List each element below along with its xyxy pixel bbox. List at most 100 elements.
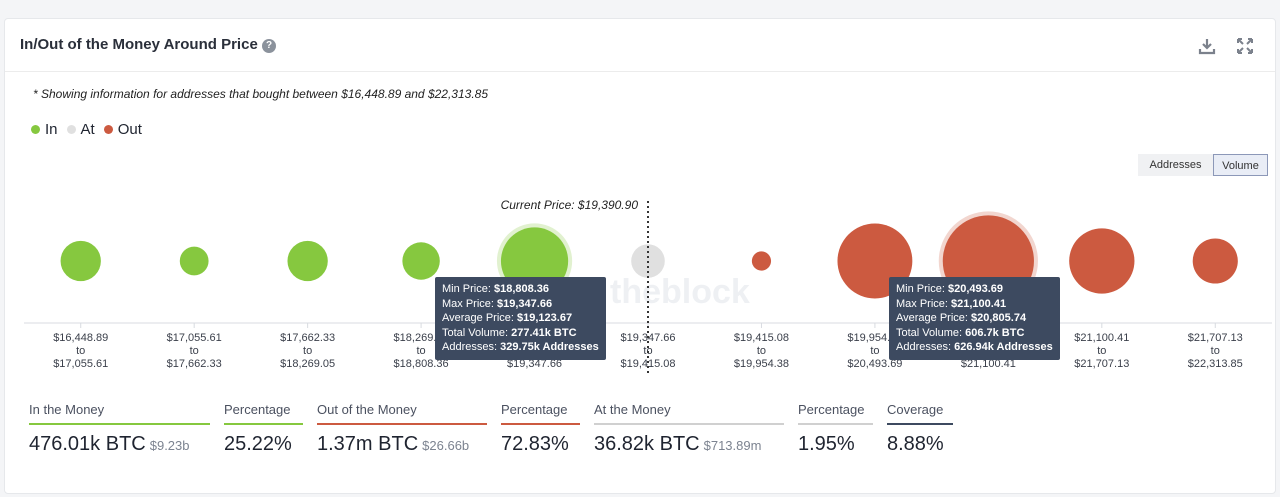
bubble-out[interactable]: [1192, 238, 1238, 284]
stat-label: Percentage: [224, 402, 303, 425]
tooltip-avg-row: Average Price: $20,805.74: [896, 311, 1053, 326]
stat-block: Out of the Money 1.37m BTC $26.66b: [317, 402, 487, 456]
stat-usd-value: $26.66b: [422, 438, 470, 453]
stat-value: 36.82k BTC $713.89m: [594, 433, 762, 455]
fullscreen-icon[interactable]: [1236, 37, 1254, 55]
tooltip-label: Addresses:: [442, 341, 501, 353]
x-tick-label: $19,954.38: [734, 358, 789, 370]
watermark-text: theblock: [610, 273, 750, 311]
card-header: In/Out of the Money Around Price ?: [5, 19, 1275, 72]
tooltip-value: 277.41k BTC: [511, 326, 577, 339]
stat-block: In the Money 476.01k BTC $9.23b: [29, 402, 210, 456]
tooltip-value: 329.75k Addresses: [500, 341, 599, 353]
tooltip-vol-row: Total Volume: 606.7k BTC: [896, 326, 1053, 341]
addresses-toggle-button[interactable]: Addresses: [1138, 154, 1213, 176]
tooltip-label: Total Volume:: [896, 326, 966, 339]
tooltip-label: Max Price:: [896, 297, 952, 310]
legend-label: At: [80, 121, 95, 138]
tooltip-min-row: Min Price: $20,493.69: [896, 282, 1053, 297]
legend-item-out[interactable]: Out: [103, 121, 142, 138]
x-tick-label: to: [76, 345, 85, 357]
stat-value: 72.83%: [501, 433, 569, 455]
x-tick-label: $16,448.89: [53, 332, 108, 344]
x-tick-label: $17,055.61: [167, 332, 222, 344]
tooltip-min-row: Min Price: $18,808.36: [442, 282, 599, 297]
stat-label: Coverage: [887, 402, 953, 425]
legend-label: Out: [117, 121, 142, 138]
x-tick-label: to: [303, 345, 312, 357]
help-icon[interactable]: ?: [262, 39, 276, 53]
card-title: In/Out of the Money Around Price: [20, 36, 258, 53]
legend-dot: [31, 125, 40, 134]
stat-value: 1.37m BTC $26.66b: [317, 433, 470, 455]
stat-block: Percentage 1.95%: [798, 402, 873, 456]
x-tick-label: $19,347.66: [507, 358, 562, 370]
legend-item-at[interactable]: At: [66, 121, 95, 138]
tooltip-value: $20,805.74: [971, 312, 1027, 324]
x-tick-label: $17,662.33: [167, 358, 222, 370]
tooltip-max-row: Max Price: $21,100.41: [896, 297, 1053, 312]
x-tick-label: $20,493.69: [847, 358, 902, 370]
stat-value: 25.22%: [224, 433, 292, 455]
x-tick-label: $19,415.08: [734, 332, 789, 344]
tooltip-label: Addresses:: [896, 341, 955, 353]
x-tick-label: $19,954.38: [847, 332, 902, 344]
tooltip-value: $20,493.69: [947, 283, 1004, 295]
x-tick-label: $18,808.36: [394, 358, 449, 370]
current-price-label: Current Price: $19,390.90: [501, 198, 639, 212]
stat-label: At the Money: [594, 402, 784, 425]
x-tick-label: $22,313.85: [1188, 358, 1243, 370]
x-tick-label: to: [416, 345, 425, 357]
legend-dot: [103, 125, 113, 134]
tooltip-out-bin: Min Price: $20,493.69 Max Price: $21,100…: [889, 277, 1060, 360]
tooltip-value: 626.94k Addresses: [954, 341, 1053, 353]
x-tick-label: $18,269.05: [394, 332, 449, 344]
x-tick-label: $17,662.33: [280, 332, 335, 344]
x-tick-label: $19,415.08: [620, 358, 675, 370]
legend-label: In: [45, 121, 58, 138]
tooltip-addr-row: Addresses: 626.94k Addresses: [896, 340, 1053, 355]
stat-value: 8.88%: [887, 433, 944, 455]
in-out-money-card: In/Out of the Money Around Price ? * Sho…: [4, 18, 1276, 494]
bubble-in[interactable]: [287, 240, 328, 282]
x-tick-label: $18,269.05: [280, 358, 335, 370]
x-tick-label: $17,055.61: [53, 358, 108, 370]
bubble-out[interactable]: [751, 251, 772, 271]
tooltip-in-bin: Min Price: $18,808.36 Max Price: $19,347…: [435, 277, 606, 360]
download-icon[interactable]: [1198, 37, 1216, 55]
tooltip-label: Min Price:: [896, 283, 948, 295]
tooltip-value: 606.7k BTC: [965, 326, 1025, 339]
x-tick-label: to: [190, 345, 199, 357]
volume-toggle-button[interactable]: Volume: [1213, 154, 1268, 176]
x-tick-label: $21,707.13: [1188, 332, 1243, 344]
stat-label: Percentage: [501, 402, 580, 425]
tooltip-label: Total Volume:: [442, 326, 512, 339]
stat-value: 1.95%: [798, 433, 855, 455]
tooltip-addr-row: Addresses: 329.75k Addresses: [442, 340, 599, 355]
bubble-chart: theblock$16,448.89to$17,055.61$17,055.61…: [24, 198, 1272, 375]
stat-usd-value: $713.89m: [703, 438, 762, 453]
stat-label: Percentage: [798, 402, 873, 425]
stat-block: Percentage 72.83%: [501, 402, 580, 456]
tooltip-label: Max Price:: [442, 297, 498, 310]
bubble-in[interactable]: [60, 240, 101, 282]
bubble-in[interactable]: [402, 242, 440, 280]
stat-label: In the Money: [29, 402, 210, 425]
stat-block: Percentage 25.22%: [224, 402, 303, 456]
stat-value: 476.01k BTC $9.23b: [29, 433, 190, 455]
bubble-out[interactable]: [1069, 228, 1135, 294]
x-tick-label: $21,100.41: [961, 358, 1016, 370]
stat-block: Coverage 8.88%: [887, 402, 953, 456]
stat-label: Out of the Money: [317, 402, 487, 425]
bubble-in[interactable]: [179, 246, 209, 276]
x-tick-label: $21,100.41: [1074, 332, 1129, 344]
x-tick-label: $21,707.13: [1074, 358, 1129, 370]
x-tick-label: to: [1097, 345, 1106, 357]
x-tick-label: to: [757, 345, 766, 357]
x-tick-label: to: [870, 345, 879, 357]
tooltip-vol-row: Total Volume: 277.41k BTC: [442, 326, 599, 341]
summary-stats: In the Money 476.01k BTC $9.23b Percentage 2…: [5, 402, 1275, 462]
legend-item-in[interactable]: In: [31, 121, 58, 138]
tooltip-value: $21,100.41: [951, 297, 1007, 310]
tooltip-label: Min Price:: [442, 283, 494, 295]
